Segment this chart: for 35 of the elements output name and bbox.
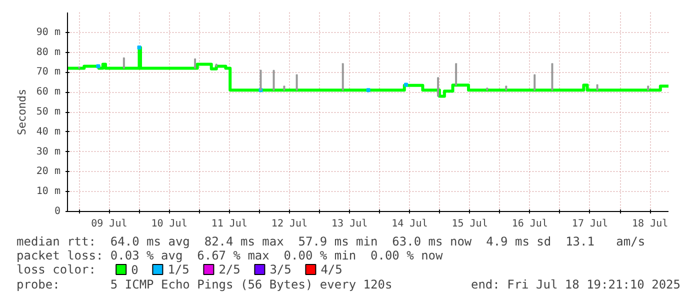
x-tick-label: 13 Jul <box>332 218 368 230</box>
point <box>404 82 408 87</box>
x-tick-label: 09 Jul <box>91 218 128 230</box>
legend-label: 1/5 <box>168 262 190 276</box>
point <box>96 64 100 68</box>
legend-label: 0 <box>131 263 138 277</box>
y-tick-label: 60 m <box>36 86 61 98</box>
x-tick-label: 15 Jul <box>452 218 488 230</box>
y-tick-label: 10 m <box>36 186 61 198</box>
y-tick-label: 80 m <box>36 46 61 58</box>
legend-label: 3/5 <box>270 262 292 276</box>
x-tick-label: 18 Jul <box>632 218 668 230</box>
legend-label: 2/5 <box>218 262 240 276</box>
legend-title: loss color: <box>16 262 96 276</box>
text: median rtt: 64.0 ms avg 82.4 ms max 57.9 ms min 63.0 ms now 4.9 ms sd 13.1 am/s <box>16 234 646 248</box>
x-tick-label: 17 Jul <box>572 218 608 230</box>
y-tick-label: 50 m <box>36 106 61 118</box>
point <box>366 88 370 92</box>
y-axis-title: Seconds <box>15 88 28 136</box>
x-tick-label: 14 Jul <box>392 218 428 230</box>
y-tick-label: 40 m <box>36 126 61 138</box>
text: probe: 5 ICMP Echo Pings (56 Bytes) every 120s <box>16 278 392 292</box>
x-tick-label: 12 Jul <box>271 218 308 230</box>
text: end: Fri Jul 18 19:21:10 2025 <box>470 278 680 292</box>
y-tick-label: 0 <box>54 206 61 217</box>
point <box>137 46 142 50</box>
x-tick-label: 16 Jul <box>512 218 548 230</box>
x-tick-label: 10 Jul <box>151 218 188 230</box>
y-tick-label: 30 m <box>36 146 61 158</box>
y-tick-label: 20 m <box>36 166 61 178</box>
y-tick-label: 70 m <box>36 66 61 78</box>
y-tick-label: 90 m <box>36 26 61 38</box>
text: packet loss: 0.03 % avg 6.67 % max 0.00 % min 0.00 % now <box>16 248 444 262</box>
legend-label: 4/5 <box>320 262 342 276</box>
x-tick-label: 11 Jul <box>211 218 248 230</box>
